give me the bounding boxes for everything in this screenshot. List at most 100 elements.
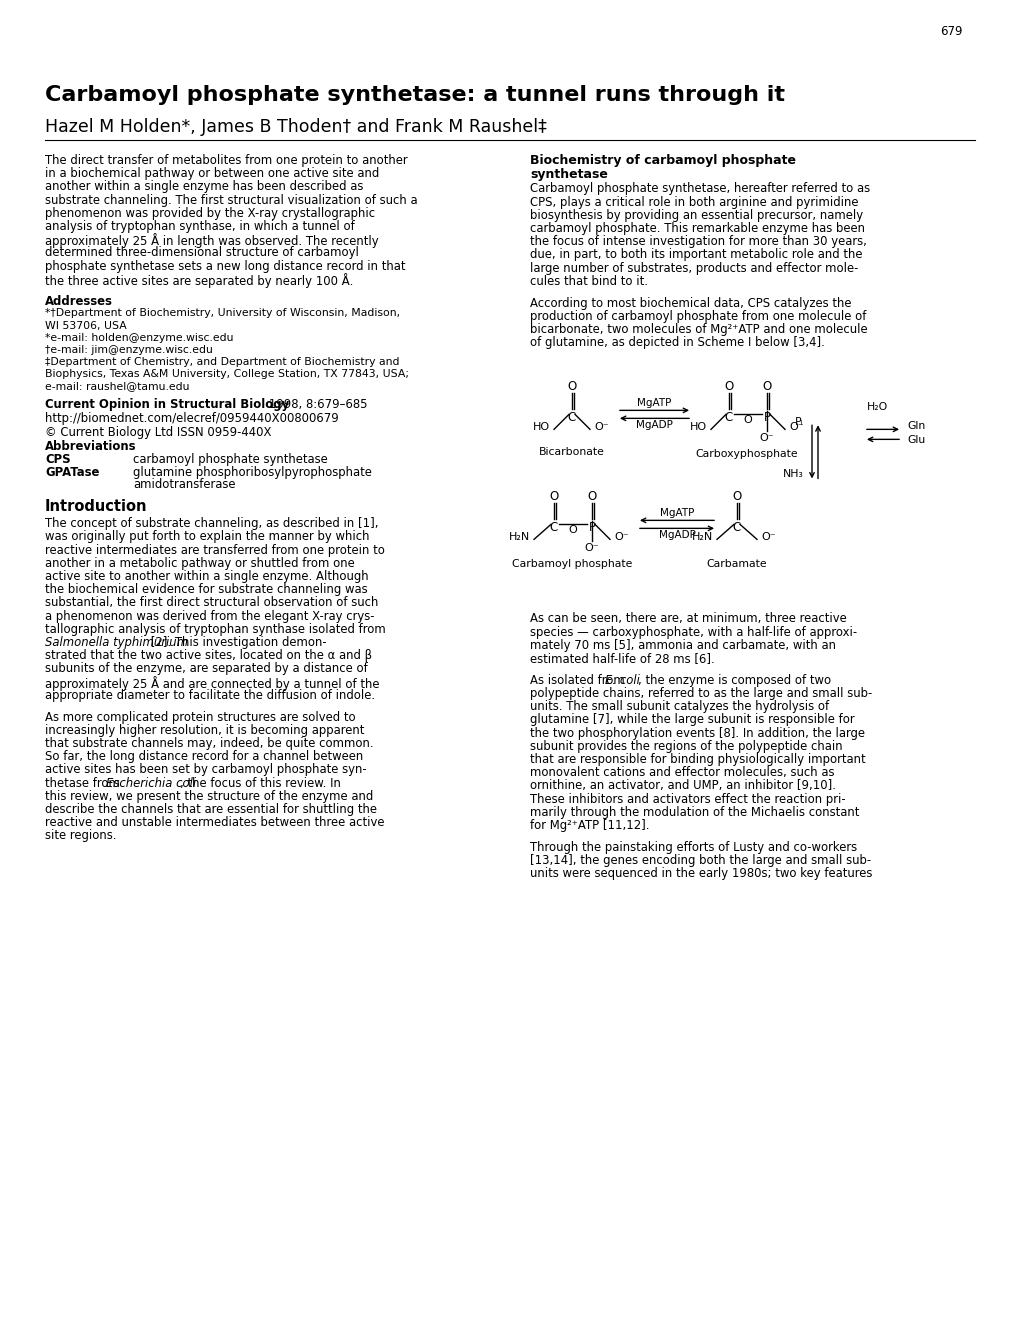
Text: Hazel M Holden*, James B Thoden† and Frank M Raushel‡: Hazel M Holden*, James B Thoden† and Fra…	[45, 117, 546, 136]
Text: H₂N: H₂N	[691, 532, 712, 543]
Text: that are responsible for binding physiologically important: that are responsible for binding physiol…	[530, 752, 865, 766]
Text: C: C	[725, 412, 733, 424]
Text: The concept of substrate channeling, as described in [1],: The concept of substrate channeling, as …	[45, 517, 378, 531]
Text: a phenomenon was derived from the elegant X-ray crys-: a phenomenon was derived from the elegan…	[45, 610, 374, 623]
Text: GPATase: GPATase	[45, 466, 99, 479]
Text: strated that the two active sites, located on the α and β: strated that the two active sites, locat…	[45, 649, 372, 663]
Text: the focus of intense investigation for more than 30 years,: the focus of intense investigation for m…	[530, 235, 866, 248]
Text: increasingly higher resolution, it is becoming apparent: increasingly higher resolution, it is be…	[45, 723, 364, 737]
Text: another within a single enzyme has been described as: another within a single enzyme has been …	[45, 181, 363, 194]
Text: subunit provides the regions of the polypeptide chain: subunit provides the regions of the poly…	[530, 739, 842, 752]
Text: that substrate channels may, indeed, be quite common.: that substrate channels may, indeed, be …	[45, 737, 373, 750]
Text: appropriate diameter to facilitate the diffusion of indole.: appropriate diameter to facilitate the d…	[45, 689, 375, 702]
Text: Carbamoyl phosphate synthetase: a tunnel runs through it: Carbamoyl phosphate synthetase: a tunnel…	[45, 84, 785, 106]
Text: the two phosphorylation events [8]. In addition, the large: the two phosphorylation events [8]. In a…	[530, 726, 864, 739]
Text: biosynthesis by providing an essential precursor, namely: biosynthesis by providing an essential p…	[530, 209, 862, 222]
Text: O: O	[732, 490, 741, 503]
Text: Glu: Glu	[906, 436, 924, 445]
Text: of glutamine, as depicted in Scheme I below [3,4].: of glutamine, as depicted in Scheme I be…	[530, 337, 824, 350]
Text: MgATP: MgATP	[659, 508, 694, 519]
Text: O⁻: O⁻	[593, 422, 608, 433]
Text: Salmonella typhimurium: Salmonella typhimurium	[45, 636, 187, 649]
Text: Biochemistry of carbamoyl phosphate: Biochemistry of carbamoyl phosphate	[530, 154, 795, 168]
Text: MgADP: MgADP	[636, 420, 673, 430]
Text: [13,14], the genes encoding both the large and small sub-: [13,14], the genes encoding both the lar…	[530, 854, 870, 867]
Text: O⁻: O⁻	[584, 544, 599, 553]
Text: analysis of tryptophan synthase, in which a tunnel of: analysis of tryptophan synthase, in whic…	[45, 220, 355, 234]
Text: this review, we present the structure of the enzyme and: this review, we present the structure of…	[45, 789, 373, 803]
Text: These inhibitors and activators effect the reaction pri-: These inhibitors and activators effect t…	[530, 792, 845, 805]
Text: Abbreviations: Abbreviations	[45, 440, 137, 453]
Text: species — carboxyphosphate, with a half-life of approxi-: species — carboxyphosphate, with a half-…	[530, 626, 856, 639]
Text: As more complicated protein structures are solved to: As more complicated protein structures a…	[45, 710, 356, 723]
Text: C: C	[568, 412, 576, 424]
Text: 679: 679	[940, 25, 962, 38]
Text: O: O	[567, 380, 576, 393]
Text: According to most biochemical data, CPS catalyzes the: According to most biochemical data, CPS …	[530, 297, 851, 310]
Text: 1998, 8:679–685: 1998, 8:679–685	[265, 397, 367, 411]
Text: HO: HO	[532, 422, 549, 433]
Text: Carbamate: Carbamate	[706, 560, 766, 569]
Text: O: O	[568, 525, 577, 536]
Text: Addresses: Addresses	[45, 296, 113, 309]
Text: O: O	[723, 380, 733, 393]
Text: O: O	[743, 416, 752, 425]
Text: ornithine, an activator, and UMP, an inhibitor [9,10].: ornithine, an activator, and UMP, an inh…	[530, 779, 836, 792]
Text: Carbamoyl phosphate synthetase, hereafter referred to as: Carbamoyl phosphate synthetase, hereafte…	[530, 182, 869, 195]
Text: thetase from: thetase from	[45, 776, 120, 789]
Text: Escherichia coli: Escherichia coli	[106, 776, 196, 789]
Text: CPS, plays a critical role in both arginine and pyrimidine: CPS, plays a critical role in both argin…	[530, 195, 858, 209]
Text: active site to another within a single enzyme. Although: active site to another within a single e…	[45, 570, 368, 583]
Text: production of carbamoyl phosphate from one molecule of: production of carbamoyl phosphate from o…	[530, 310, 865, 323]
Text: Carboxyphosphate: Carboxyphosphate	[695, 449, 798, 459]
Text: units. The small subunit catalyzes the hydrolysis of: units. The small subunit catalyzes the h…	[530, 700, 828, 713]
Text: large number of substrates, products and effector mole-: large number of substrates, products and…	[530, 261, 858, 275]
Text: As can be seen, there are, at minimum, three reactive: As can be seen, there are, at minimum, t…	[530, 612, 846, 626]
Text: Biophysics, Texas A&M University, College Station, TX 77843, USA;: Biophysics, Texas A&M University, Colleg…	[45, 370, 409, 379]
Text: O⁻: O⁻	[613, 532, 628, 543]
Text: glutamine [7], while the large subunit is responsible for: glutamine [7], while the large subunit i…	[530, 713, 854, 726]
Text: subunits of the enzyme, are separated by a distance of: subunits of the enzyme, are separated by…	[45, 663, 368, 676]
Text: site regions.: site regions.	[45, 829, 116, 842]
Text: H₂N: H₂N	[508, 532, 530, 543]
Text: HO: HO	[689, 422, 706, 433]
Text: , the enzyme is composed of two: , the enzyme is composed of two	[637, 673, 829, 686]
Text: carbamoyl phosphate synthetase: carbamoyl phosphate synthetase	[132, 453, 327, 466]
Text: reactive and unstable intermediates between three active: reactive and unstable intermediates betw…	[45, 816, 384, 829]
Text: Gln: Gln	[906, 421, 924, 432]
Text: MgATP: MgATP	[637, 399, 672, 408]
Text: due, in part, to both its important metabolic role and the: due, in part, to both its important meta…	[530, 248, 862, 261]
Text: polypeptide chains, referred to as the large and small sub-: polypeptide chains, referred to as the l…	[530, 686, 871, 700]
Text: †e-mail: jim@enzyme.wisc.edu: †e-mail: jim@enzyme.wisc.edu	[45, 345, 213, 355]
Text: P: P	[588, 521, 595, 535]
Text: *e-mail: holden@enzyme.wisc.edu: *e-mail: holden@enzyme.wisc.edu	[45, 333, 233, 343]
Text: P: P	[763, 412, 769, 424]
Text: the biochemical evidence for substrate channeling was: the biochemical evidence for substrate c…	[45, 583, 367, 597]
Text: Introduction: Introduction	[45, 499, 148, 515]
Text: MgADP: MgADP	[658, 531, 695, 540]
Text: glutamine phosphoribosylpyrophosphate: glutamine phosphoribosylpyrophosphate	[132, 466, 372, 479]
Text: Carbamoyl phosphate: Carbamoyl phosphate	[512, 560, 632, 569]
Text: The direct transfer of metabolites from one protein to another: The direct transfer of metabolites from …	[45, 154, 408, 168]
Text: O: O	[549, 490, 558, 503]
Text: carbamoyl phosphate. This remarkable enzyme has been: carbamoyl phosphate. This remarkable enz…	[530, 222, 864, 235]
Text: substrate channeling. The first structural visualization of such a: substrate channeling. The first structur…	[45, 194, 417, 207]
Text: Through the painstaking efforts of Lusty and co-workers: Through the painstaking efforts of Lusty…	[530, 841, 856, 854]
Text: synthetase: synthetase	[530, 168, 607, 181]
Text: active sites has been set by carbamoyl phosphate syn-: active sites has been set by carbamoyl p…	[45, 763, 366, 776]
Text: determined three-dimensional structure of carbamoyl: determined three-dimensional structure o…	[45, 247, 359, 260]
Text: monovalent cations and effector molecules, such as: monovalent cations and effector molecule…	[530, 766, 834, 779]
Text: WI 53706, USA: WI 53706, USA	[45, 321, 126, 330]
Text: NH₃: NH₃	[783, 470, 803, 479]
Text: O: O	[587, 490, 596, 503]
Text: H₂O: H₂O	[866, 403, 888, 412]
Text: tallographic analysis of tryptophan synthase isolated from: tallographic analysis of tryptophan synt…	[45, 623, 385, 636]
Text: Pᵢ: Pᵢ	[795, 417, 803, 428]
Text: reactive intermediates are transferred from one protein to: reactive intermediates are transferred f…	[45, 544, 384, 557]
Text: , the focus of this review. In: , the focus of this review. In	[180, 776, 340, 789]
Text: estimated half-life of 28 ms [6].: estimated half-life of 28 ms [6].	[530, 652, 714, 665]
Text: CPS: CPS	[45, 453, 70, 466]
Text: C: C	[733, 521, 741, 535]
Text: © Current Biology Ltd ISSN 0959-440X: © Current Biology Ltd ISSN 0959-440X	[45, 425, 271, 438]
Text: As isolated from: As isolated from	[530, 673, 624, 686]
